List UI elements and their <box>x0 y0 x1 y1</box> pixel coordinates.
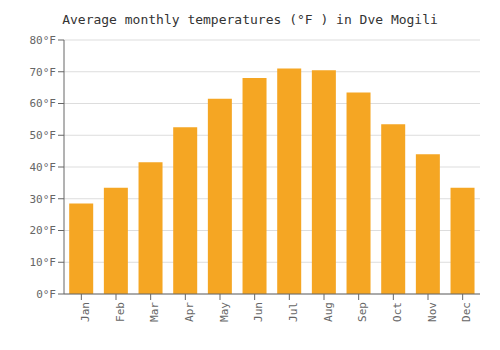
svg-text:May: May <box>218 302 231 322</box>
svg-text:Aug: Aug <box>322 302 335 322</box>
svg-text:Dec: Dec <box>460 302 473 322</box>
svg-text:20°F: 20°F <box>30 224 57 237</box>
svg-text:0°F: 0°F <box>36 288 56 301</box>
svg-text:Apr: Apr <box>183 302 196 322</box>
svg-text:Feb: Feb <box>114 302 127 322</box>
svg-text:50°F: 50°F <box>30 129 57 142</box>
svg-text:Jul: Jul <box>287 302 300 322</box>
svg-text:Oct: Oct <box>391 302 404 322</box>
svg-text:Jun: Jun <box>252 302 265 322</box>
svg-text:60°F: 60°F <box>30 97 57 110</box>
svg-text:70°F: 70°F <box>30 66 57 79</box>
svg-text:Nov: Nov <box>426 302 439 322</box>
html-text:Average monthly temperatures (: Average monthly temperatures (°F ) in Dv… <box>62 12 438 27</box>
svg-text:80°F: 80°F <box>30 34 57 47</box>
svg-text:Sep: Sep <box>356 302 369 322</box>
svg-text:Jan: Jan <box>79 302 92 322</box>
svg-text:40°F: 40°F <box>30 161 57 174</box>
svg-text:30°F: 30°F <box>30 193 57 206</box>
svg-text:10°F: 10°F <box>30 256 57 269</box>
svg-text:Mar: Mar <box>148 302 161 322</box>
